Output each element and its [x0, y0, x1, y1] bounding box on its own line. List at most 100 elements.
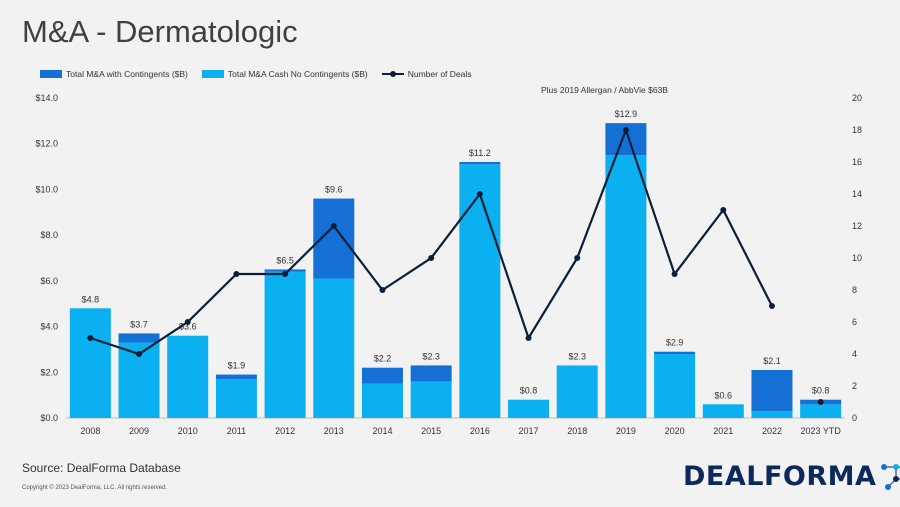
y-left-tick-label: $8.0 — [40, 230, 58, 240]
bar-total-label: $3.7 — [130, 319, 148, 329]
deals-point — [622, 127, 629, 133]
legend-label-cash: Total M&A Cash No Contingents ($B) — [227, 69, 368, 79]
bar-total-label: $1.9 — [228, 361, 246, 371]
x-tick-label: 2017 — [519, 426, 539, 436]
bar-contingents — [654, 351, 696, 354]
legend-label-deals: Number of Deals — [407, 69, 472, 79]
x-tick-label: 2018 — [567, 426, 587, 436]
bar-cash — [459, 164, 501, 418]
bar-cash — [313, 278, 355, 418]
bar-total-label: $3.6 — [179, 322, 197, 332]
y-left-tick-label: $4.0 — [40, 322, 58, 332]
chart-legend: Total M&A with Contingents ($B) Total M&… — [40, 69, 472, 79]
bar-total-label: $4.8 — [82, 294, 100, 304]
bar-total-label: $2.3 — [422, 351, 440, 361]
y-right-tick-label: 20 — [852, 93, 862, 103]
bar-total-label: $2.2 — [374, 354, 392, 364]
bar-cash — [605, 155, 647, 418]
bar-cash — [361, 383, 403, 418]
y-left-tick-label: $2.0 — [40, 367, 58, 377]
x-tick-label: 2012 — [275, 426, 295, 436]
bar-cash — [654, 354, 696, 418]
deals-point — [768, 303, 775, 309]
x-tick-label: 2020 — [665, 426, 685, 436]
legend-label-contingents: Total M&A with Contingents ($B) — [66, 69, 188, 79]
deals-point — [817, 399, 824, 405]
deals-line — [90, 126, 773, 356]
bar-total-label: $0.8 — [520, 386, 538, 396]
legend-swatch-contingents — [40, 70, 62, 78]
bar-total-label: $0.8 — [812, 386, 830, 396]
bar-cash — [215, 379, 257, 418]
bar-total-label: $12.9 — [615, 109, 638, 119]
y-right-tick-label: 2 — [852, 381, 857, 391]
y-right-tick-label: 4 — [852, 349, 857, 359]
bar-total-label: $9.6 — [325, 185, 343, 195]
chart-annotation: Plus 2019 Allergan / AbbVie $63B — [541, 85, 668, 95]
x-tick-label: 2023 YTD — [800, 426, 841, 436]
y-right-tick-label: 18 — [852, 125, 862, 135]
y-right-tick-label: 10 — [852, 253, 862, 263]
bar-contingents — [410, 365, 452, 382]
bar-total-label: $2.3 — [568, 351, 586, 361]
bar-cash — [167, 335, 209, 418]
page-title: M&A - Dermatologic — [22, 14, 298, 49]
x-tick-label: 2010 — [178, 426, 198, 436]
bar-total-label: $6.5 — [276, 255, 294, 265]
bar-contingents — [361, 367, 403, 384]
deals-point — [379, 287, 386, 293]
x-tick-label: 2015 — [421, 426, 441, 436]
bar-contingents — [215, 374, 257, 380]
legend-item-cash: Total M&A Cash No Contingents ($B) — [201, 69, 368, 79]
bar-cash — [410, 381, 452, 418]
legend-swatch-cash — [201, 70, 224, 78]
legend-item-contingents: Total M&A with Contingents ($B) — [40, 69, 188, 79]
bar-cash — [556, 365, 598, 418]
y-right-tick-label: 8 — [852, 285, 857, 295]
deals-point — [525, 335, 532, 341]
x-tick-label: 2013 — [324, 426, 344, 436]
bar-contingents — [313, 198, 355, 279]
y-right-tick-label: 14 — [852, 189, 862, 199]
bar-cash — [69, 308, 111, 418]
bar-contingents — [264, 269, 306, 272]
x-tick-label: 2014 — [372, 426, 392, 436]
x-tick-label: 2016 — [470, 426, 490, 436]
bar-contingents — [118, 333, 160, 343]
x-tick-label: 2019 — [616, 426, 636, 436]
y-left-tick-label: $0.0 — [40, 413, 58, 423]
y-left-tick-label: $10.0 — [35, 184, 58, 194]
deals-point — [87, 335, 94, 341]
copyright-note: Copyright © 2023 DealForma, LLC. All rig… — [22, 485, 168, 491]
dealforma-logo: DEALFORMA — [683, 459, 900, 493]
bar-cash — [702, 404, 744, 418]
bar-cash — [508, 399, 550, 418]
x-tick-label: 2021 — [713, 426, 733, 436]
deals-point — [428, 255, 435, 261]
bar-total-label: $11.2 — [469, 148, 491, 158]
bar-total-label: $2.1 — [763, 356, 781, 366]
deals-point — [282, 271, 289, 277]
deals-point — [720, 207, 727, 213]
deals-point — [184, 319, 191, 325]
y-left-tick-label: $12.0 — [35, 139, 58, 149]
x-tick-label: 2008 — [80, 426, 100, 436]
x-tick-label: 2009 — [129, 426, 149, 436]
deals-point — [233, 271, 240, 277]
deals-point — [136, 351, 143, 357]
y-right-tick-label: 12 — [852, 221, 862, 231]
bar-cash — [800, 404, 842, 418]
logo-molecule-icon — [881, 464, 900, 490]
y-right-tick-label: 0 — [852, 413, 857, 423]
bar-total-label: $2.9 — [666, 338, 684, 348]
legend-swatch-deals — [381, 70, 404, 78]
bar-cash — [751, 411, 793, 418]
deals-point — [330, 223, 337, 229]
y-right-tick-label: 16 — [852, 157, 862, 167]
deals-point — [671, 271, 678, 277]
bar-contingents — [459, 162, 501, 165]
deals-point — [574, 255, 581, 261]
x-tick-label: 2022 — [762, 426, 782, 436]
bar-cash — [264, 271, 306, 418]
deals-point — [476, 191, 483, 197]
